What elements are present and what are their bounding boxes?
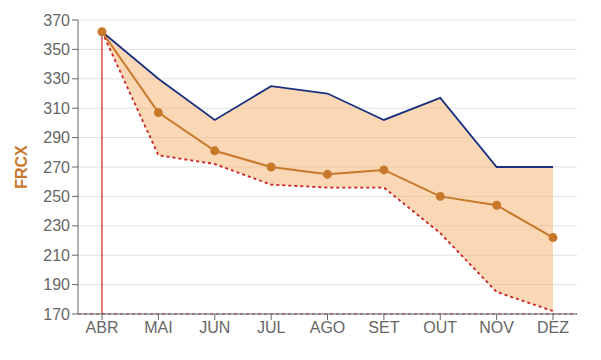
svg-text:ABR: ABR bbox=[86, 319, 119, 336]
svg-text:250: 250 bbox=[43, 188, 70, 205]
svg-text:310: 310 bbox=[43, 100, 70, 117]
svg-text:SET: SET bbox=[368, 319, 399, 336]
svg-text:JUL: JUL bbox=[257, 319, 286, 336]
svg-text:DEZ: DEZ bbox=[537, 319, 569, 336]
svg-text:AGO: AGO bbox=[310, 319, 346, 336]
svg-text:330: 330 bbox=[43, 70, 70, 87]
svg-text:OUT: OUT bbox=[423, 319, 457, 336]
svg-text:350: 350 bbox=[43, 41, 70, 58]
svg-text:NOV: NOV bbox=[479, 319, 514, 336]
svg-text:JUN: JUN bbox=[199, 319, 230, 336]
svg-text:290: 290 bbox=[43, 129, 70, 146]
svg-text:170: 170 bbox=[43, 306, 70, 323]
svg-text:230: 230 bbox=[43, 217, 70, 234]
svg-text:190: 190 bbox=[43, 276, 70, 293]
svg-text:370: 370 bbox=[43, 12, 70, 29]
svg-text:270: 270 bbox=[43, 159, 70, 176]
svg-text:MAI: MAI bbox=[144, 319, 172, 336]
svg-text:FRCX: FRCX bbox=[13, 145, 30, 189]
svg-text:210: 210 bbox=[43, 247, 70, 264]
